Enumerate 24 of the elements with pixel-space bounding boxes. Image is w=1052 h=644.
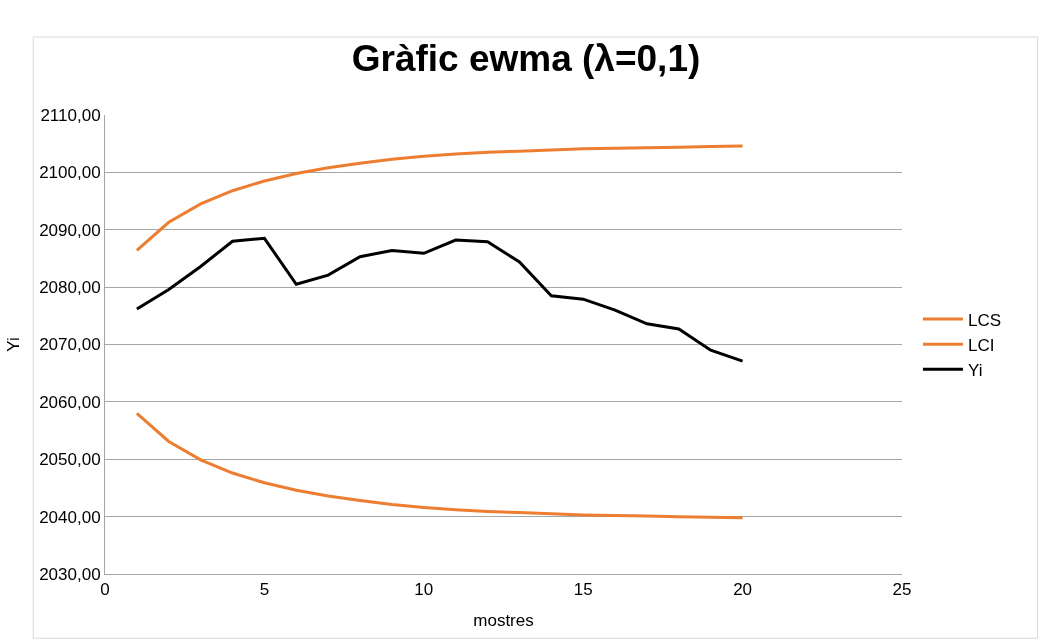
y-tick-label: 2100,00 [39, 163, 101, 183]
legend-label: LCS [967, 310, 1002, 330]
x-axis-title: mostres [473, 610, 534, 630]
x-tick-label: 5 [259, 580, 270, 600]
y-axis-title: Yi [3, 337, 23, 352]
legend-label: LCI [967, 335, 995, 355]
x-tick-label: 10 [414, 580, 434, 600]
y-tick-label: 2030,00 [39, 564, 101, 584]
y-tick-label: 2040,00 [39, 507, 101, 527]
line-series [135, 411, 745, 520]
line-series [135, 236, 745, 363]
x-tick-label: 20 [733, 580, 753, 600]
chart-title: Gràfic ewma (λ=0,1) [351, 37, 701, 79]
x-tick-label: 15 [573, 580, 593, 600]
legend-label: Yi [967, 360, 983, 380]
y-tick-label: 2080,00 [39, 278, 101, 298]
y-tick-label: 2050,00 [39, 450, 101, 470]
y-tick-label: 2070,00 [39, 335, 101, 355]
y-tick-label: 2060,00 [39, 392, 101, 412]
y-tick-label: 2090,00 [39, 220, 101, 240]
x-tick-label: 25 [892, 580, 912, 600]
x-tick-label: 0 [100, 580, 110, 600]
line-series [135, 144, 745, 252]
y-tick-label: 2110,00 [40, 105, 101, 125]
